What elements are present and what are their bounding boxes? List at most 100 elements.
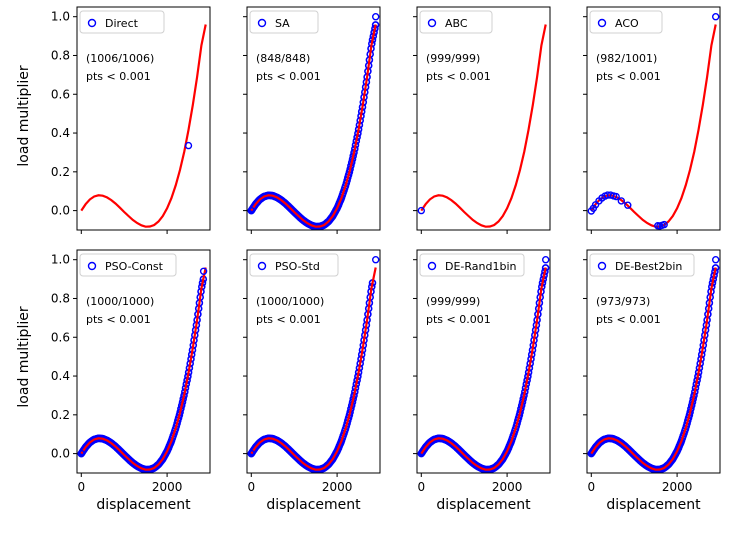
reference-curve <box>420 24 547 228</box>
legend-label: ABC <box>445 17 468 30</box>
plot-area <box>417 256 550 473</box>
panel-de-best2bin: 0 2000 displacement DE-Best2bin (973/973) pts… <box>583 249 721 513</box>
legend-label: ACO <box>615 17 639 30</box>
legend-label: PSO-Std <box>275 260 320 273</box>
pts-annotation: pts < 0.001 <box>86 313 151 326</box>
legend-box <box>419 10 493 34</box>
count-annotation: (999/999) <box>426 295 480 308</box>
count-annotation: (973/973) <box>596 295 650 308</box>
y-tick-label: 0.0 <box>51 204 70 218</box>
legend-box <box>589 10 663 34</box>
x-tick-label: 0 <box>247 480 255 494</box>
plot-area <box>77 267 208 473</box>
reference-curve <box>590 267 717 471</box>
pts-annotation: pts < 0.001 <box>596 313 661 326</box>
legend-box <box>79 253 177 277</box>
panel-abc: ABC (999/999) pts < 0.001 <box>413 6 551 234</box>
panel-frame <box>586 6 721 231</box>
legend-marker <box>257 18 267 28</box>
y-axis-label-bottom-row: load multiplier <box>16 306 32 407</box>
legend-label: SA <box>275 17 290 30</box>
pts-annotation: pts < 0.001 <box>86 70 151 83</box>
reference-curve <box>590 24 717 228</box>
plot-area <box>587 13 720 230</box>
legend-box <box>589 253 695 277</box>
solution-point <box>712 13 720 21</box>
x-tick-label: 0 <box>587 480 595 494</box>
x-axis-label: displacement <box>606 497 701 513</box>
panel-pso-const: 0 2000 0.0 0.2 0.4 0.6 0.8 1.0 displacement PSO-C… <box>51 249 211 513</box>
panel-frame <box>586 249 721 474</box>
panel-de-rand1bin: 0 2000 displacement DE-Rand1bin (999/999) pts… <box>413 249 551 513</box>
plot-area <box>247 256 380 473</box>
solution-point <box>624 201 632 209</box>
legend: ABC <box>419 10 493 34</box>
panel-pso-std: 0 2000 displacement PSO-Std (1000/1000) pts <… <box>243 249 381 513</box>
y-tick-label: 0.4 <box>51 369 70 383</box>
legend-box <box>419 253 525 277</box>
panel-frame <box>416 249 551 474</box>
y-tick-label: 0.2 <box>51 408 70 422</box>
y-axis-label-top-row: load multiplier <box>16 65 32 166</box>
legend: PSO-Const <box>79 253 177 277</box>
legend: SA <box>249 10 319 34</box>
count-annotation: (1000/1000) <box>256 295 324 308</box>
count-annotation: (999/999) <box>426 52 480 65</box>
solution-point <box>184 141 193 150</box>
plot-area <box>587 256 720 473</box>
legend-label: PSO-Const <box>105 260 164 273</box>
panel-aco: ACO (982/1001) pts < 0.001 <box>583 6 721 234</box>
y-tick-label: 1.0 <box>51 10 70 24</box>
pts-annotation: pts < 0.001 <box>596 70 661 83</box>
y-tick-label: 0.8 <box>51 48 70 62</box>
legend-marker <box>87 18 97 28</box>
legend-label: DE-Rand1bin <box>445 260 517 273</box>
y-tick-label: 0.8 <box>51 291 70 305</box>
plot-area <box>417 24 547 228</box>
solution-point <box>247 449 256 458</box>
panel-frame <box>246 6 381 231</box>
y-tick-label: 0.0 <box>51 447 70 461</box>
x-tick-label: 2000 <box>492 480 523 494</box>
plot-area <box>247 13 380 230</box>
solution-point <box>617 197 625 205</box>
x-tick-label: 0 <box>417 480 425 494</box>
y-tick-label: 0.2 <box>51 165 70 179</box>
y-tick-label: 0.4 <box>51 126 70 140</box>
solution-point <box>77 449 86 458</box>
solution-point <box>542 256 550 264</box>
reference-curve <box>420 267 547 471</box>
count-annotation: (848/848) <box>256 52 310 65</box>
count-annotation: (1006/1006) <box>86 52 154 65</box>
legend: Direct <box>79 10 165 34</box>
legend-label: DE-Best2bin <box>615 260 682 273</box>
panel-frame <box>416 6 551 231</box>
legend: PSO-Std <box>249 253 339 277</box>
reference-curve <box>250 267 377 471</box>
pts-annotation: pts < 0.001 <box>256 70 321 83</box>
legend-box <box>79 10 165 34</box>
legend-marker <box>87 261 97 271</box>
reference-curve <box>80 24 207 228</box>
x-tick-label: 2000 <box>322 480 353 494</box>
legend: DE-Rand1bin <box>419 253 525 277</box>
panel-direct: 0.0 0.2 0.4 0.6 0.8 1.0 Direct (1006/1006) pts <… <box>51 6 211 234</box>
legend-marker <box>427 261 437 271</box>
legend-marker <box>597 261 607 271</box>
pts-annotation: pts < 0.001 <box>426 70 491 83</box>
panel-frame <box>76 6 211 231</box>
x-axis-label: displacement <box>96 497 191 513</box>
legend-box <box>249 253 339 277</box>
legend: DE-Best2bin <box>589 253 695 277</box>
y-tick-label: 0.6 <box>51 87 70 101</box>
legend: ACO <box>589 10 663 34</box>
legend-marker <box>257 261 267 271</box>
solution-point <box>199 267 208 275</box>
solution-point <box>712 256 720 264</box>
y-tick-label: 0.6 <box>51 330 70 344</box>
count-annotation: (1000/1000) <box>86 295 154 308</box>
reference-curve <box>80 267 207 471</box>
panel-sa: SA (848/848) pts < 0.001 <box>243 6 381 234</box>
legend-box <box>249 10 319 34</box>
